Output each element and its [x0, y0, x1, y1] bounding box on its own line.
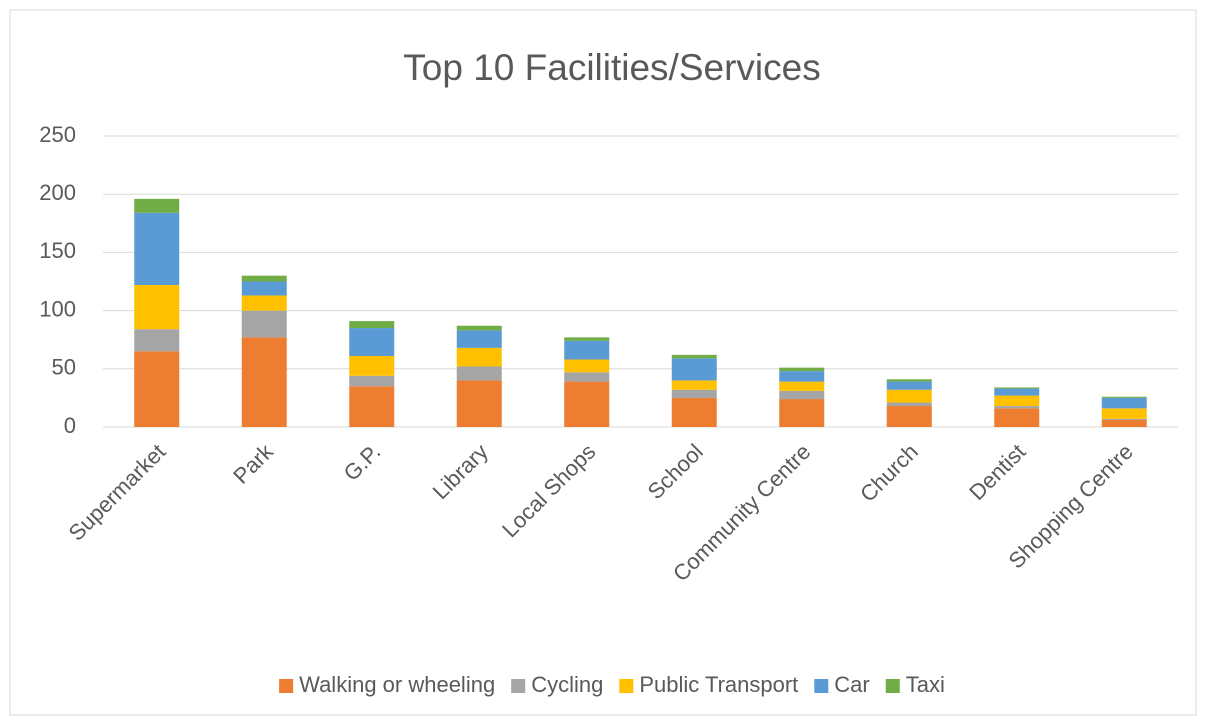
legend-swatch	[619, 679, 634, 693]
y-tick-label: 50	[52, 355, 76, 380]
bar-segment	[349, 386, 395, 427]
bar-segment	[994, 387, 1040, 389]
bar-segment	[994, 388, 1040, 396]
bar-segment	[671, 358, 717, 381]
legend-swatch	[511, 679, 526, 693]
bar-segment	[564, 340, 610, 360]
legend-label: Cycling	[531, 672, 603, 697]
bar-segment	[886, 381, 932, 390]
legend-label: Car	[834, 672, 869, 697]
bar-segment	[564, 337, 610, 341]
bar-segment	[671, 397, 717, 427]
bar-segment	[349, 375, 395, 387]
bar-segment	[134, 329, 180, 352]
bar-segment	[994, 395, 1040, 407]
bar-segment	[456, 347, 502, 367]
bar-segment	[779, 390, 825, 400]
legend-label: Taxi	[906, 672, 945, 697]
bar-segment	[994, 408, 1040, 427]
bar-segment	[779, 381, 825, 391]
legend-label: Walking or wheeling	[299, 672, 495, 697]
bar-segment	[671, 354, 717, 359]
bar-segment	[241, 275, 287, 282]
bar-segment	[241, 295, 287, 311]
y-tick-label: 200	[39, 180, 76, 205]
bar-segment	[886, 402, 932, 407]
bar-segment	[349, 355, 395, 376]
bar-segment	[779, 367, 825, 372]
bar-segment	[671, 380, 717, 390]
bar-segment	[241, 281, 287, 296]
bar-segment	[241, 310, 287, 338]
bar-segment	[134, 212, 180, 285]
bar-segment	[456, 366, 502, 381]
bar-segment	[564, 372, 610, 382]
bar-segment	[349, 321, 395, 329]
bar-segment	[886, 379, 932, 382]
bar-segment	[134, 351, 180, 427]
bar-segment	[456, 325, 502, 331]
y-tick-label: 0	[64, 413, 76, 438]
bar-segment	[564, 359, 610, 373]
bar-segment	[994, 406, 1040, 409]
legend: Walking or wheeling Cycling Public Transpo…	[279, 672, 945, 697]
bar-segment	[779, 399, 825, 427]
bar-segment	[1101, 418, 1147, 421]
bar-segment	[886, 406, 932, 427]
bar-segment	[456, 380, 502, 427]
bar-segment	[671, 389, 717, 398]
legend-swatch	[814, 679, 829, 693]
y-tick-label: 100	[39, 296, 76, 321]
bar-segment	[779, 371, 825, 382]
bar-segment	[1101, 408, 1147, 419]
bar-segment	[134, 284, 180, 330]
bar-segment	[886, 389, 932, 403]
bar-segment	[1101, 396, 1147, 398]
bar-segment	[241, 337, 287, 427]
bar-segment	[564, 381, 610, 427]
legend-swatch	[885, 679, 900, 693]
y-tick-label: 150	[39, 238, 76, 263]
legend-label: Public Transport	[639, 672, 798, 697]
bar-segment	[1101, 420, 1147, 427]
bar-segment	[1101, 397, 1147, 409]
bar-segment	[456, 330, 502, 348]
bar-segment	[134, 198, 180, 213]
legend-swatch	[279, 679, 294, 693]
chart-title: Top 10 Facilities/Services	[403, 47, 820, 88]
y-tick-label: 250	[39, 122, 76, 147]
bar-segment	[349, 328, 395, 356]
